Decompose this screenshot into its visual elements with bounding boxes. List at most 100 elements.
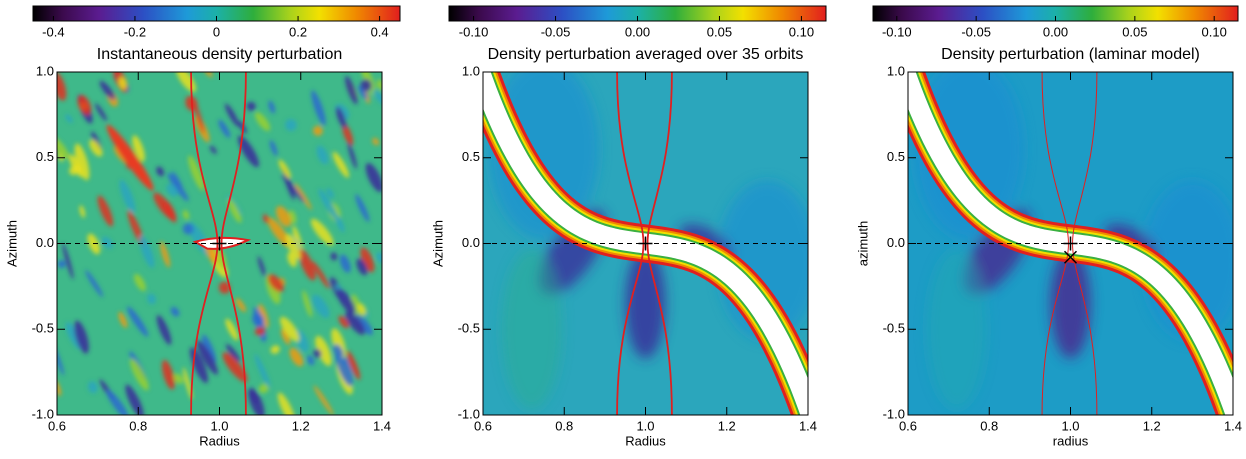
streak [85,270,104,298]
streak [57,260,66,269]
streak [313,348,322,359]
y-tick-label: -0.5 [32,321,54,336]
density-field [57,72,382,415]
y-tick-label: -1.0 [883,406,905,421]
density-field [483,72,808,415]
streak [248,387,265,415]
field-texture [57,72,382,415]
streak [345,75,358,105]
streak [106,389,129,415]
streak [74,143,90,181]
x-axis-label: Radius [625,433,666,448]
y-tick-label: 0.0 [462,235,480,250]
streak [227,198,242,223]
streak [254,326,266,336]
streak [307,355,315,366]
streak [336,106,347,128]
streak [372,89,382,107]
streak [267,217,292,248]
streak [102,236,113,249]
x-tick-label: 1.2 [718,418,736,433]
streak [335,215,345,233]
streak [281,328,291,345]
colorbar-tick-label: 0.05 [707,24,732,39]
x-marker [1063,250,1078,264]
streak [218,281,231,294]
streak [79,205,86,218]
streak [170,306,180,317]
x-tick-label: 1.4 [799,418,817,433]
streak [182,367,193,400]
streak [130,358,149,391]
streak [118,311,128,328]
streak [225,318,239,341]
colorbar-tick-label: -0.05 [961,24,991,39]
streak [292,225,304,255]
ridge [926,249,987,410]
trough [1050,248,1091,359]
streak [57,72,67,101]
x-tick-label: 0.8 [555,418,573,433]
y-tick-label: -1.0 [32,406,54,421]
planet-marker [1063,236,1078,251]
streak [312,294,330,318]
colorbar-tick-label: 0.00 [1043,24,1068,39]
streak [310,218,334,246]
streak [182,223,194,235]
streak [252,313,264,326]
streak [346,350,361,380]
streak [318,188,339,221]
y-tick-label: 0.0 [887,235,905,250]
planet-marker [638,236,653,251]
streak [342,123,354,146]
colorbar-tick-label: 0 [213,24,220,39]
x-tick-label: 0.8 [980,418,998,433]
panel-title: Density perturbation averaged over 35 or… [488,46,804,63]
streak [347,142,358,169]
streak [278,159,291,179]
streak [269,140,278,156]
streak [77,94,92,116]
panel: 0.6 0.8 1.0 1.2 1.4-1.0-0.50.00.51.0RadiusAz… [4,5,401,448]
colorbar-tick-label: -0.10 [459,24,489,39]
x-axis-label: radius [1053,433,1089,448]
x-tick-label: 0.6 [899,418,917,433]
streak [171,171,183,190]
x-tick-label: 1.0 [636,418,654,433]
streak [193,100,205,134]
trough [625,248,666,359]
streak [294,182,312,210]
colorbar-tick-label: 0.05 [1122,24,1147,39]
streak [133,273,146,292]
streak [275,206,292,227]
streak [355,314,373,336]
streak [281,174,305,203]
streak [315,335,332,366]
y-tick-label: -0.5 [458,321,480,336]
streak [127,306,149,337]
streak [89,139,103,157]
streak [365,163,382,193]
colorbar-tick-label: 0.00 [625,24,650,39]
streak [360,79,372,92]
y-tick-label: 0.5 [462,149,480,164]
y-tick-label: -1.0 [458,406,480,421]
streak [237,135,260,168]
streak [87,381,98,394]
streak [376,79,382,91]
streak [97,195,114,227]
streak [225,344,241,362]
colorbar-tick-label: -0.10 [882,24,912,39]
streak [99,80,115,100]
planet-marker [212,236,227,251]
streak [257,256,266,278]
x-tick-label: 1.4 [1224,418,1242,433]
streak [160,241,171,268]
streak [254,354,271,389]
hot-spot [106,124,154,191]
streak [156,166,165,177]
streak [326,188,335,199]
y-tick-label: 1.0 [36,63,54,78]
streak [196,340,218,375]
